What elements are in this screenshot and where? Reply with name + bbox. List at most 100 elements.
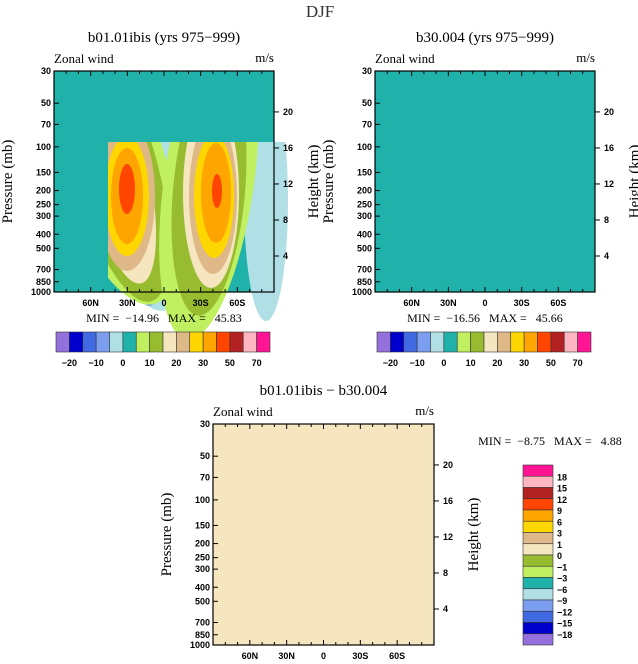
- colorbar-label: 20: [171, 358, 181, 368]
- y-right-tick-label: 12: [283, 179, 293, 189]
- y-right-tick-label: 20: [604, 107, 614, 117]
- y-tick-label: 30: [200, 419, 210, 429]
- colorbar-swatch: [522, 543, 554, 556]
- colorbar-label: 10: [466, 358, 476, 368]
- y-tick-label: 850: [195, 630, 210, 640]
- y-tick-label: 70: [200, 472, 210, 482]
- colorbar-swatch: [403, 331, 418, 353]
- y-tick-label: 300: [36, 211, 51, 221]
- figure-title: DJF: [306, 2, 334, 21]
- colorbar-label: 3: [557, 529, 562, 539]
- colorbar-swatch: [443, 331, 458, 353]
- colorbar-swatch: [522, 622, 554, 635]
- colorbar-label: −15: [557, 619, 572, 629]
- contour-panel-2: b30.004 (yrs 975−999) Zonal wind m/s Pressu…: [321, 30, 638, 368]
- x-tick-label: 0: [161, 298, 166, 308]
- y-right-tick-label: 4: [283, 251, 288, 261]
- y-tick-label: 400: [357, 229, 372, 239]
- colorbar-label: 12: [557, 495, 567, 505]
- y-axis-label: Pressure (mb): [321, 140, 337, 224]
- colorbar-label: 18: [557, 472, 567, 482]
- y-tick-label: 700: [357, 265, 372, 275]
- x-tick-label: 60S: [550, 298, 566, 308]
- colorbar-label: −3: [557, 574, 567, 584]
- colorbar-swatch: [522, 610, 554, 623]
- colorbar-label: −12: [557, 607, 572, 617]
- panel-title: b30.004 (yrs 975−999): [416, 30, 554, 46]
- min-max-stats: MIN = −14.96 MAX = 45.83: [86, 311, 242, 325]
- y-tick-label: 70: [41, 119, 51, 129]
- x-tick-label: 60N: [242, 651, 259, 661]
- y-right-tick-label: 16: [604, 143, 614, 153]
- colorbar-label: 70: [573, 358, 583, 368]
- colorbar-swatch: [563, 331, 578, 353]
- colorbar-swatch: [522, 498, 554, 511]
- y-right-tick-label: 8: [604, 215, 609, 225]
- colorbar-label: 10: [145, 358, 155, 368]
- colorbar-swatch: [416, 331, 431, 353]
- colorbar-swatch: [483, 331, 498, 353]
- units-label: m/s: [415, 403, 434, 418]
- contour-region: [212, 174, 222, 208]
- colorbar-swatch: [69, 331, 84, 353]
- colorbar-swatch: [176, 331, 191, 353]
- colorbar-swatch: [376, 331, 391, 353]
- colorbar-swatch: [229, 331, 244, 353]
- colorbar-swatch: [135, 331, 150, 353]
- colorbar-label: 30: [519, 358, 529, 368]
- colorbar-swatch: [522, 588, 554, 601]
- y-tick-label: 1000: [190, 640, 210, 650]
- y-right-tick-label: 8: [283, 215, 288, 225]
- colorbar: −20 −10 0 10 20 30 50 70: [376, 331, 592, 368]
- contour-background: [375, 71, 595, 292]
- y-axis-label: Pressure (mb): [159, 493, 175, 577]
- min-max-stats: MIN = −16.56 MAX = 45.66: [407, 311, 563, 325]
- colorbar-swatch: [82, 331, 97, 353]
- colorbar-label: 0: [120, 358, 125, 368]
- colorbar-label: −6: [557, 585, 567, 595]
- colorbar-swatch: [390, 331, 405, 353]
- colorbar-swatch: [470, 331, 485, 353]
- colorbar-swatch: [522, 565, 554, 578]
- colorbar-swatch: [522, 520, 554, 533]
- min-max-stats: MIN = −8.75 MAX = 4.88: [478, 434, 622, 448]
- y-tick-label: 700: [195, 618, 210, 628]
- y-tick-label: 500: [195, 596, 210, 606]
- x-tick-label: 30S: [352, 651, 368, 661]
- y-right-tick-label: 4: [604, 251, 609, 261]
- variable-label: Zonal wind: [375, 51, 435, 66]
- y-tick-label: 30: [362, 66, 372, 76]
- colorbar-swatch: [550, 331, 565, 353]
- y-right-tick-label: 12: [443, 532, 453, 542]
- colorbar-label: 9: [557, 506, 562, 516]
- y-right-tick-label: 4: [443, 604, 448, 614]
- y-right-tick-label: 20: [283, 107, 293, 117]
- colorbar-label: −1: [557, 562, 567, 572]
- colorbar-label: −18: [557, 630, 572, 640]
- colorbar-swatch: [430, 331, 445, 353]
- y-tick-label: 500: [36, 243, 51, 253]
- x-tick-label: 30N: [440, 298, 457, 308]
- units-label: m/s: [255, 50, 274, 65]
- y-tick-label: 100: [195, 495, 210, 505]
- colorbar-swatch: [95, 331, 110, 353]
- x-tick-label: 0: [482, 298, 487, 308]
- colorbar-swatch: [256, 331, 271, 353]
- y-tick-label: 250: [36, 200, 51, 210]
- x-tick-label: 60N: [82, 298, 99, 308]
- y-tick-label: 50: [362, 98, 372, 108]
- colorbar-label: 30: [198, 358, 208, 368]
- colorbar-label: −10: [409, 358, 424, 368]
- y-right-tick-label: 12: [604, 179, 614, 189]
- y-tick-label: 100: [357, 142, 372, 152]
- y-tick-label: 70: [362, 119, 372, 129]
- x-tick-label: 60N: [403, 298, 420, 308]
- y-tick-label: 150: [36, 167, 51, 177]
- contour-region: [244, 142, 288, 321]
- colorbar-swatch: [537, 331, 552, 353]
- y-right-tick-label: 16: [283, 143, 293, 153]
- colorbar-swatch: [522, 599, 554, 612]
- y-right-axis-label: Height (km): [466, 498, 482, 572]
- y-right-tick-label: 8: [443, 568, 448, 578]
- colorbar-swatch: [522, 532, 554, 545]
